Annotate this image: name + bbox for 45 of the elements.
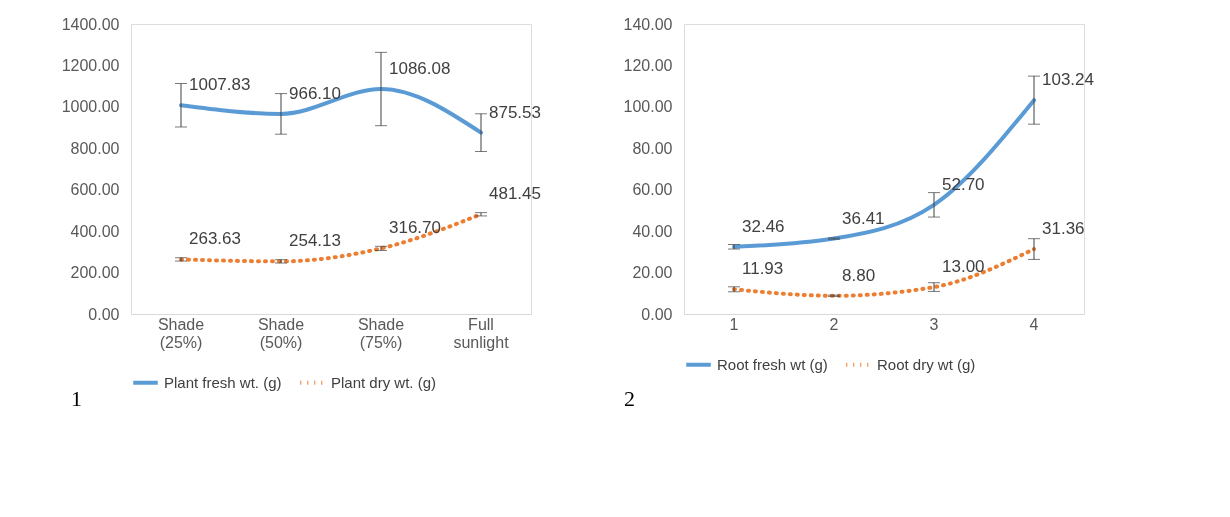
- y-tick-label: 0.00: [88, 305, 120, 323]
- data-label: 32.46: [742, 216, 785, 236]
- data-label: 103.24: [1042, 70, 1094, 90]
- y-tick-label: 40.00: [632, 222, 673, 240]
- data-label: 36.41: [842, 208, 885, 228]
- legend-label: Root fresh wt (g): [717, 355, 828, 373]
- y-tick-label: 20.00: [632, 264, 673, 282]
- legend-label: Plant fresh wt. (g): [164, 373, 282, 391]
- data-label: 1007.83: [189, 75, 251, 95]
- y-tick-label: 600.00: [70, 181, 120, 199]
- x-tick-label: 3: [929, 315, 939, 333]
- y-tick-label: 1200.00: [61, 56, 120, 74]
- x-tick-label: Shade (75%): [357, 315, 405, 351]
- data-label: 875.53: [489, 102, 541, 122]
- data-label: 481.45: [489, 184, 541, 204]
- y-tick-label: 60.00: [632, 181, 673, 199]
- y-tick-label: 400.00: [70, 222, 120, 240]
- data-label: 966.10: [289, 83, 341, 103]
- x-tick-label: Full sunlight: [453, 315, 510, 351]
- y-tick-label: 1400.00: [61, 15, 120, 33]
- data-label: 31.36: [1042, 219, 1085, 239]
- y-tick-label: 0.00: [641, 305, 673, 323]
- x-tick-label: 2: [829, 315, 839, 333]
- data-label: 13.00: [942, 257, 985, 277]
- x-tick-label: 1: [729, 315, 739, 333]
- data-label: 254.13: [289, 231, 341, 251]
- y-tick-label: 80.00: [632, 139, 673, 157]
- y-tick-label: 1000.00: [61, 98, 120, 116]
- y-tick-label: 800.00: [70, 139, 120, 157]
- data-label: 316.70: [389, 218, 441, 238]
- data-label: 11.93: [742, 259, 784, 279]
- x-tick-label: Shade (25%): [157, 315, 205, 351]
- text: 1: [71, 386, 82, 411]
- x-tick-label: 4: [1029, 315, 1039, 333]
- data-label: 263.63: [189, 229, 241, 249]
- y-tick-label: 120.00: [623, 56, 673, 74]
- y-tick-label: 140.00: [623, 15, 673, 33]
- x-tick-label: Shade (50%): [257, 315, 305, 351]
- data-label: 1086.08: [389, 59, 451, 79]
- legend-label: Plant dry wt. (g): [331, 373, 437, 391]
- data-label: 8.80: [842, 265, 876, 285]
- text: 2: [624, 386, 635, 411]
- y-tick-label: 100.00: [623, 98, 673, 116]
- legend-label: Root dry wt (g): [877, 355, 976, 373]
- y-tick-label: 200.00: [70, 264, 120, 282]
